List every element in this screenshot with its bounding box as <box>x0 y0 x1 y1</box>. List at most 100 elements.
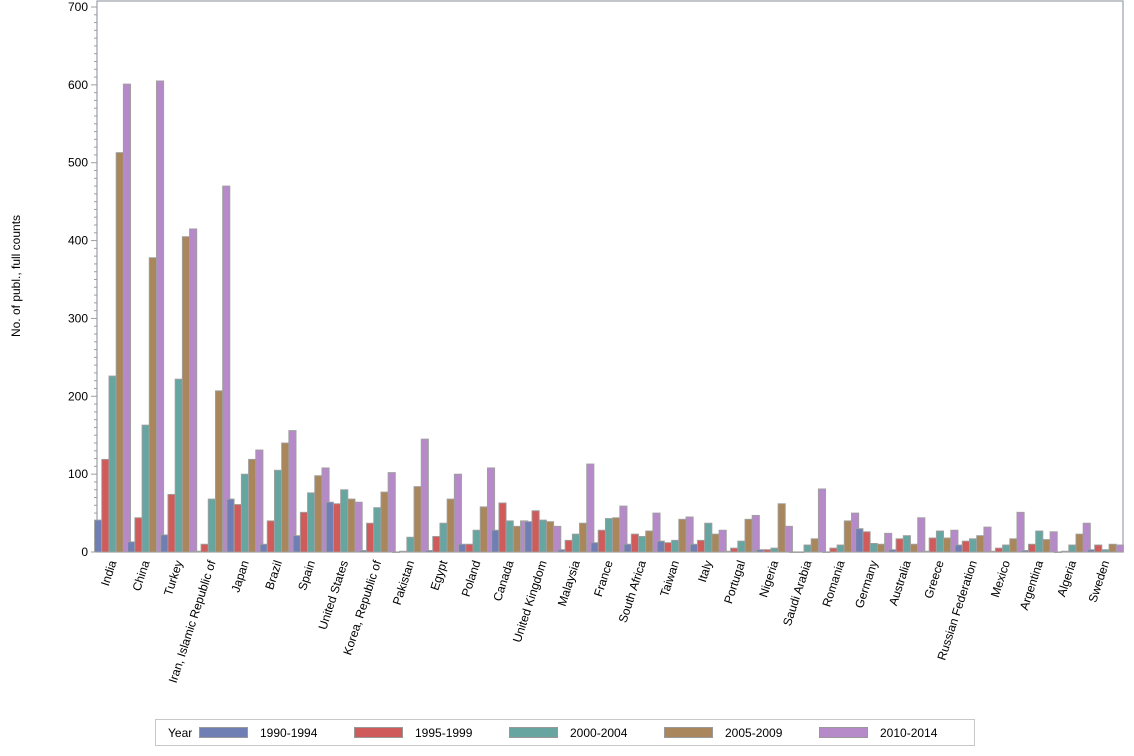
legend-label: 2005-2009 <box>725 725 783 740</box>
bar <box>531 510 540 553</box>
x-tick-label: Egypt <box>428 558 451 592</box>
x-tick-label: United States <box>316 559 352 632</box>
bar <box>248 458 257 553</box>
x-tick-label: Sweden <box>1086 559 1113 605</box>
bar <box>281 442 290 553</box>
bar-chart: 0 100 200 300 400 500 600 700 India China Turkey I… <box>9 0 1124 685</box>
legend-item: 2010-2014 <box>819 726 974 740</box>
bar <box>1094 544 1103 553</box>
y-tick-label: 500 <box>68 156 88 170</box>
bar <box>189 228 198 553</box>
y-tick-label: 700 <box>68 0 88 14</box>
bar <box>704 522 713 553</box>
bar <box>1035 530 1044 553</box>
bar <box>796 551 805 553</box>
bar-group <box>1020 530 1058 553</box>
bar <box>545 521 555 553</box>
bar <box>340 489 349 553</box>
bar <box>902 535 911 553</box>
bar <box>354 501 363 553</box>
y-tick-label: 400 <box>68 234 88 248</box>
x-tick-label: Canada <box>490 558 516 603</box>
bar <box>1053 551 1063 553</box>
bar <box>240 473 249 553</box>
bar <box>777 503 786 553</box>
bar-group <box>491 502 529 553</box>
bar-group <box>623 512 661 553</box>
bar <box>1002 544 1011 553</box>
bar <box>255 449 264 553</box>
x-tick-label: Saudi Arabia <box>780 558 814 627</box>
bar <box>697 539 706 553</box>
bar <box>623 543 632 553</box>
legend-swatch <box>819 727 868 738</box>
x-tick-label: South Africa <box>616 558 649 624</box>
bar <box>380 491 389 553</box>
bar <box>737 540 746 553</box>
x-tick-label: Nigeria <box>756 558 781 599</box>
bar <box>553 525 562 553</box>
bar <box>921 550 930 553</box>
bar-group <box>524 510 562 553</box>
y-tick-label: 300 <box>68 311 88 325</box>
bar <box>292 535 301 553</box>
bar <box>630 533 639 553</box>
bar <box>358 549 367 553</box>
bar <box>671 539 680 553</box>
bar <box>862 531 871 553</box>
bar <box>465 543 474 553</box>
bar-group <box>259 430 297 553</box>
bar <box>645 530 654 553</box>
bar <box>789 551 798 553</box>
bar <box>597 529 606 553</box>
bar <box>167 493 176 553</box>
bar <box>420 438 429 553</box>
bar <box>115 152 124 553</box>
legend-label: 2010-2014 <box>880 725 938 740</box>
x-tick-label: Germany <box>852 559 881 610</box>
bar <box>579 522 588 553</box>
bar <box>884 532 893 553</box>
bar <box>730 547 739 553</box>
bar <box>976 535 985 553</box>
bar <box>387 472 396 553</box>
bar <box>479 506 488 553</box>
x-tick-label: United Kingdom <box>510 559 550 645</box>
bar <box>222 185 231 553</box>
bar <box>200 543 209 553</box>
bar <box>586 463 595 553</box>
bar <box>134 517 143 553</box>
bar-group <box>391 438 429 553</box>
bar <box>763 549 772 553</box>
legend-title: Year <box>168 725 193 740</box>
bar <box>524 521 533 553</box>
bar <box>810 538 819 553</box>
bar <box>1115 544 1124 553</box>
legend-label: 1990-1994 <box>260 725 318 740</box>
bar <box>711 533 720 553</box>
bar <box>406 536 415 553</box>
bar-group <box>789 488 827 553</box>
bar <box>1020 549 1029 553</box>
bar <box>266 520 275 553</box>
bar <box>181 236 190 553</box>
bar <box>954 544 963 553</box>
bar <box>855 528 864 553</box>
bar <box>604 518 614 553</box>
x-tick-label: China <box>129 558 152 592</box>
legend-label: 1995-1999 <box>415 725 473 740</box>
bar <box>122 83 131 553</box>
bar <box>307 492 316 553</box>
bar-group <box>1087 543 1124 553</box>
bar <box>432 535 441 553</box>
x-tick-label: Spain <box>295 559 318 593</box>
bar-group <box>756 503 793 553</box>
bar <box>472 529 481 553</box>
bar <box>127 541 136 553</box>
bar <box>214 390 224 553</box>
bar <box>822 551 831 553</box>
bar <box>983 526 992 553</box>
bar <box>155 80 165 553</box>
bar-group <box>1053 522 1091 553</box>
bar <box>259 543 268 553</box>
